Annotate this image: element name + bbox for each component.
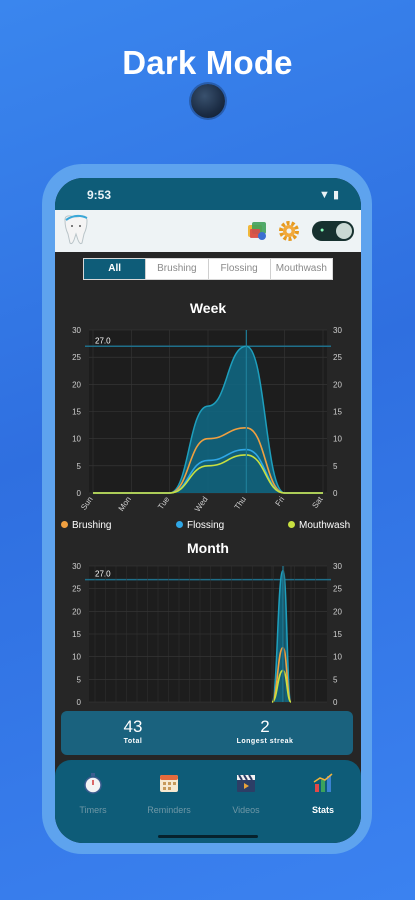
total-label: Total bbox=[123, 738, 143, 745]
y-tick-label-right: 30 bbox=[333, 562, 342, 571]
tab-mouthwash[interactable]: Mouthwash bbox=[269, 259, 332, 279]
tab-all[interactable]: All bbox=[84, 259, 146, 279]
settings-gear-icon[interactable] bbox=[278, 220, 300, 242]
status-time: 9:53 bbox=[87, 188, 112, 202]
y-tick-label-left: 0 bbox=[77, 698, 82, 707]
x-tick-label: Sat bbox=[310, 494, 325, 510]
month-chart: 0 0 5 5 10 10 15 15 20 20 25 25 30 30 27.0 bbox=[72, 562, 342, 707]
streak-value: 2 bbox=[260, 717, 270, 736]
y-tick-label-left: 10 bbox=[72, 653, 81, 662]
limit-line-label: 27.0 bbox=[95, 570, 111, 579]
clapperboard-icon bbox=[237, 774, 255, 792]
y-tick-label-right: 20 bbox=[333, 380, 342, 389]
chart-legend: Brushing Flossing Mouthwash bbox=[55, 518, 361, 534]
y-tick-label-right: 15 bbox=[333, 630, 342, 639]
x-tick-label: Thu bbox=[233, 495, 248, 511]
nav-label: Timers bbox=[79, 805, 107, 815]
y-tick-label-left: 20 bbox=[72, 607, 81, 616]
legend-label: Mouthwash bbox=[299, 520, 351, 531]
month-chart-title: Month bbox=[187, 540, 229, 556]
y-tick-label-left: 5 bbox=[77, 462, 82, 471]
y-tick-label-left: 10 bbox=[72, 435, 81, 444]
legend-dot-icon bbox=[288, 521, 295, 528]
app-toolbar: ● bbox=[55, 210, 361, 252]
calendar-icon bbox=[160, 775, 178, 792]
stopwatch-icon bbox=[84, 773, 102, 794]
bottom-navigation: Timers Reminders Videos bbox=[55, 760, 361, 843]
nav-reminders[interactable]: Reminders bbox=[134, 772, 204, 815]
wifi-battery-icon: ▼ ▮ bbox=[319, 189, 339, 201]
nav-label: Videos bbox=[232, 805, 260, 815]
y-tick-label-right: 25 bbox=[333, 585, 342, 594]
streak-label: Longest streak bbox=[236, 738, 294, 745]
y-tick-label-left: 15 bbox=[72, 408, 81, 417]
legend-label: Brushing bbox=[72, 520, 112, 531]
x-tick-label: Sun bbox=[79, 495, 95, 512]
home-indicator bbox=[158, 835, 258, 838]
y-tick-label-left: 15 bbox=[72, 630, 81, 639]
legend-dot-icon bbox=[176, 521, 183, 528]
legend-item-brushing: Brushing bbox=[61, 520, 111, 531]
total-value: 43 bbox=[123, 717, 143, 736]
legend-item-mouthwash: Mouthwash bbox=[288, 520, 350, 531]
y-tick-label-right: 25 bbox=[333, 353, 342, 362]
bar-chart-icon bbox=[313, 773, 333, 792]
promo-headline: Dark Mode bbox=[122, 44, 293, 81]
y-tick-label-left: 5 bbox=[77, 675, 82, 684]
x-tick-label: Tue bbox=[156, 495, 171, 512]
toggle-indicator-icon: ● bbox=[320, 227, 325, 234]
y-tick-label-left: 25 bbox=[72, 353, 81, 362]
total-stat: 43 Total bbox=[107, 717, 159, 745]
y-tick-label-left: 30 bbox=[72, 562, 81, 571]
week-chart-title: Week bbox=[189, 300, 227, 316]
tooth-logo-icon bbox=[64, 214, 88, 245]
y-tick-label-right: 5 bbox=[333, 462, 338, 471]
y-tick-label-left: 30 bbox=[72, 326, 81, 335]
series-area-total bbox=[93, 346, 323, 493]
x-tick-label: Wed bbox=[193, 495, 210, 514]
stats-summary: 43 Total 2 Longest streak bbox=[61, 711, 353, 755]
app-screen: 9:53 ▼ ▮ ● All Brushing Flossing Mouthwa… bbox=[55, 178, 361, 843]
nav-videos[interactable]: Videos bbox=[211, 772, 281, 815]
x-tick-label: Fri bbox=[274, 495, 287, 508]
limit-line-label: 27.0 bbox=[95, 336, 111, 345]
streak-stat: 2 Longest streak bbox=[223, 717, 307, 745]
nav-timers[interactable]: Timers bbox=[58, 772, 128, 815]
y-tick-label-right: 5 bbox=[333, 675, 338, 684]
y-tick-label-left: 20 bbox=[72, 380, 81, 389]
y-tick-label-right: 10 bbox=[333, 435, 342, 444]
category-tabs: All Brushing Flossing Mouthwash bbox=[83, 258, 333, 280]
y-tick-label-left: 25 bbox=[72, 585, 81, 594]
y-tick-label-right: 0 bbox=[333, 489, 338, 498]
legend-item-flossing: Flossing bbox=[176, 520, 224, 531]
y-tick-label-right: 20 bbox=[333, 607, 342, 616]
week-chart: 0 0 5 5 10 10 15 15 20 20 25 25 30 30 27.0 Sun Mon Tue Wed… bbox=[72, 326, 342, 514]
y-tick-label-right: 10 bbox=[333, 653, 342, 662]
y-tick-label-right: 0 bbox=[333, 698, 338, 707]
nav-label: Stats bbox=[311, 805, 334, 815]
moon-icon bbox=[191, 84, 225, 118]
y-tick-label-left: 0 bbox=[77, 489, 82, 498]
legend-label: Flossing bbox=[187, 520, 225, 531]
x-tick-label: Mon bbox=[117, 495, 133, 513]
theme-palette-icon[interactable] bbox=[246, 220, 268, 242]
status-bar: 9:53 ▼ ▮ bbox=[55, 178, 361, 210]
y-tick-label-right: 30 bbox=[333, 326, 342, 335]
dark-mode-toggle[interactable]: ● bbox=[312, 221, 354, 241]
legend-dot-icon bbox=[61, 521, 68, 528]
tab-flossing[interactable]: Flossing bbox=[207, 259, 270, 279]
y-tick-label-right: 15 bbox=[333, 408, 342, 417]
nav-label: Reminders bbox=[147, 805, 191, 815]
toggle-knob bbox=[336, 223, 352, 239]
tab-brushing[interactable]: Brushing bbox=[145, 259, 207, 279]
nav-stats[interactable]: Stats bbox=[288, 772, 358, 815]
series-line-mouthwash bbox=[93, 454, 323, 494]
